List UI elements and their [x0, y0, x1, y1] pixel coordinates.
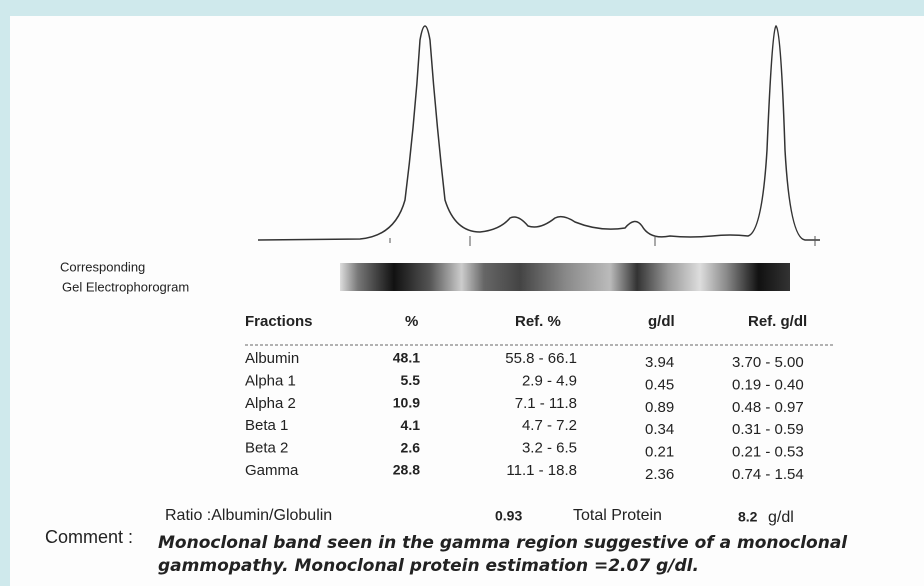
percent: 4.1	[401, 417, 421, 433]
report: Corresponding Gel Electrophorogram Fract…	[0, 0, 924, 586]
g-dl: 0.45	[645, 376, 674, 393]
percent: 48.1	[393, 350, 420, 366]
ratio-value: 0.93	[495, 508, 522, 524]
gel-label: Gel Electrophorogram	[62, 279, 189, 294]
total-unit: g/dl	[768, 509, 794, 526]
column-header: %	[405, 313, 418, 330]
paper	[10, 16, 924, 586]
fraction-name: Albumin	[245, 350, 299, 367]
ref-g-dl: 0.19 - 0.40	[732, 376, 804, 393]
column-header: Ref. %	[515, 313, 561, 330]
ref-percent: 7.1 - 11.8	[515, 395, 577, 412]
comment-label: Comment :	[45, 527, 133, 547]
total-value: 8.2	[738, 509, 758, 525]
fraction-name: Beta 2	[245, 440, 288, 457]
percent: 2.6	[401, 439, 421, 455]
column-header: Ref. g/dl	[748, 313, 807, 330]
gel-band	[340, 263, 790, 291]
ref-percent: 55.8 - 66.1	[505, 350, 577, 367]
g-dl: 3.94	[645, 354, 674, 371]
percent: 10.9	[393, 395, 420, 411]
percent: 28.8	[393, 462, 420, 478]
ratio-label: Ratio :Albumin/Globulin	[165, 507, 332, 524]
ref-g-dl: 0.74 - 1.54	[732, 466, 804, 483]
g-dl: 0.89	[645, 399, 674, 416]
fraction-name: Gamma	[245, 462, 299, 479]
ref-percent: 3.2 - 6.5	[522, 440, 577, 457]
column-header: Fractions	[245, 313, 313, 330]
ref-g-dl: 3.70 - 5.00	[732, 354, 804, 371]
ref-g-dl: 0.48 - 0.97	[732, 399, 804, 416]
g-dl: 0.21	[645, 444, 674, 461]
ref-g-dl: 0.21 - 0.53	[732, 444, 804, 461]
fraction-name: Alpha 1	[245, 372, 296, 389]
ref-percent: 11.1 - 18.8	[506, 462, 577, 479]
column-header: g/dl	[648, 313, 675, 330]
comment-text: gammopathy. Monoclonal protein estimatio…	[158, 556, 699, 576]
g-dl: 0.34	[645, 421, 674, 438]
ref-percent: 4.7 - 7.2	[522, 417, 577, 434]
g-dl: 2.36	[645, 466, 674, 483]
fraction-name: Beta 1	[245, 417, 288, 434]
page: {"gel_label": ["Corresponding", "Gel Ele…	[0, 0, 924, 586]
comment-text: Monoclonal band seen in the gamma region…	[158, 533, 848, 553]
percent: 5.5	[401, 372, 421, 388]
ref-percent: 2.9 - 4.9	[522, 372, 577, 389]
total-label: Total Protein	[573, 507, 662, 524]
gel-label: Corresponding	[60, 259, 145, 274]
ref-g-dl: 0.31 - 0.59	[732, 421, 804, 438]
fraction-name: Alpha 2	[245, 395, 296, 412]
